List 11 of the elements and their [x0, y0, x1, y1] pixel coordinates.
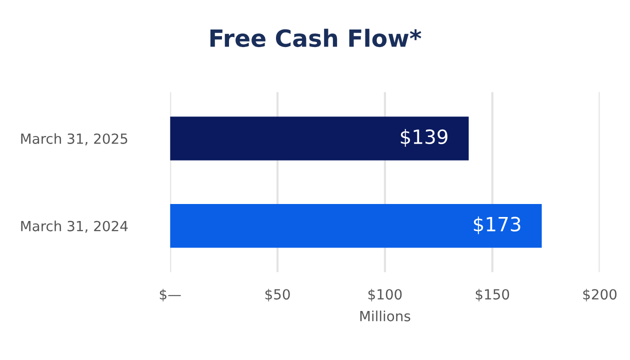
data-label: $139: [400, 129, 448, 147]
y-tick-label: March 31, 2024: [21, 220, 128, 233]
x-tick-label: $—: [160, 288, 181, 302]
chart-title: Free Cash Flow*: [210, 28, 422, 48]
x-tick-label: $150: [476, 288, 510, 302]
x-tick-label: $100: [368, 288, 402, 302]
x-tick-label: $200: [583, 288, 617, 302]
x-axis-title: Millions: [360, 310, 410, 322]
y-tick-label: March 31, 2025: [21, 133, 128, 146]
data-label: $173: [474, 216, 520, 234]
x-tick-label: $50: [265, 288, 290, 302]
